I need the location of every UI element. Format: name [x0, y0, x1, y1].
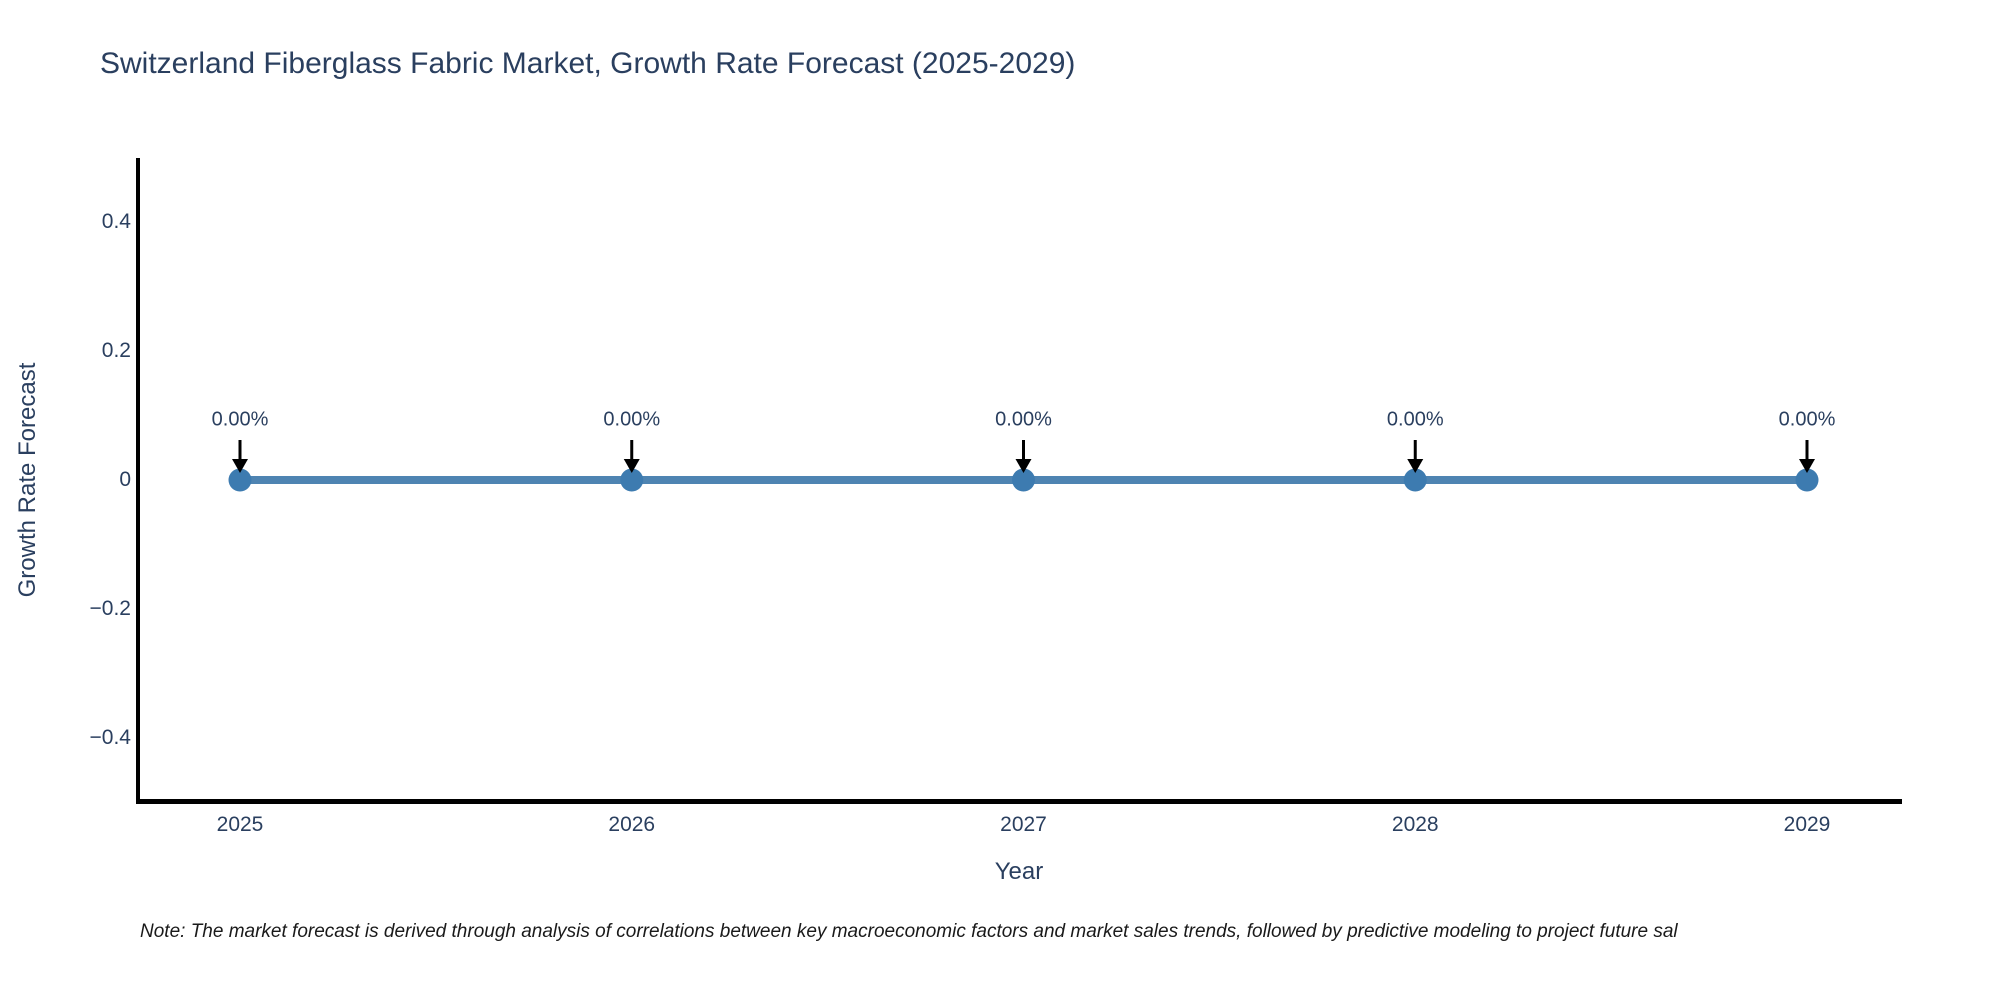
x-tick-label: 2026	[608, 813, 656, 836]
y-tick-label: 0	[119, 468, 131, 491]
y-tick-label: −0.2	[89, 597, 131, 620]
data-point-marker	[1403, 468, 1427, 492]
point-annotation-label: 0.00%	[603, 408, 661, 431]
x-tick-label: 2029	[1783, 813, 1831, 836]
y-tick-label: −0.4	[89, 726, 131, 749]
annotation-arrowhead-icon	[1015, 459, 1032, 473]
footnote: Note: The market forecast is derived thr…	[140, 921, 1678, 942]
point-annotation-label: 0.00%	[1778, 408, 1836, 431]
data-point-marker	[1795, 468, 1819, 492]
x-axis-title: Year	[994, 858, 1044, 885]
annotation-arrowhead-icon	[623, 459, 640, 473]
data-point-marker	[620, 468, 644, 492]
point-annotation-label: 0.00%	[1386, 408, 1444, 431]
x-tick-label: 2028	[1391, 813, 1439, 836]
annotation-arrowhead-icon	[232, 459, 248, 473]
point-annotation-label: 0.00%	[211, 408, 269, 431]
annotation-arrowhead-icon	[1799, 459, 1815, 473]
y-tick-label: 0.2	[101, 339, 131, 362]
data-point-marker	[1012, 468, 1035, 492]
y-axis-line	[136, 158, 140, 803]
data-point-marker	[228, 468, 252, 492]
x-tick-label: 2027	[1000, 813, 1047, 836]
point-annotation-label: 0.00%	[995, 408, 1052, 431]
x-tick-label: 2025	[216, 813, 264, 836]
chart-title: Switzerland Fiberglass Fabric Market, Gr…	[100, 47, 1076, 80]
x-axis-line	[136, 799, 1902, 804]
y-tick-label: 0.4	[101, 210, 131, 233]
annotation-arrowhead-icon	[1407, 459, 1424, 473]
